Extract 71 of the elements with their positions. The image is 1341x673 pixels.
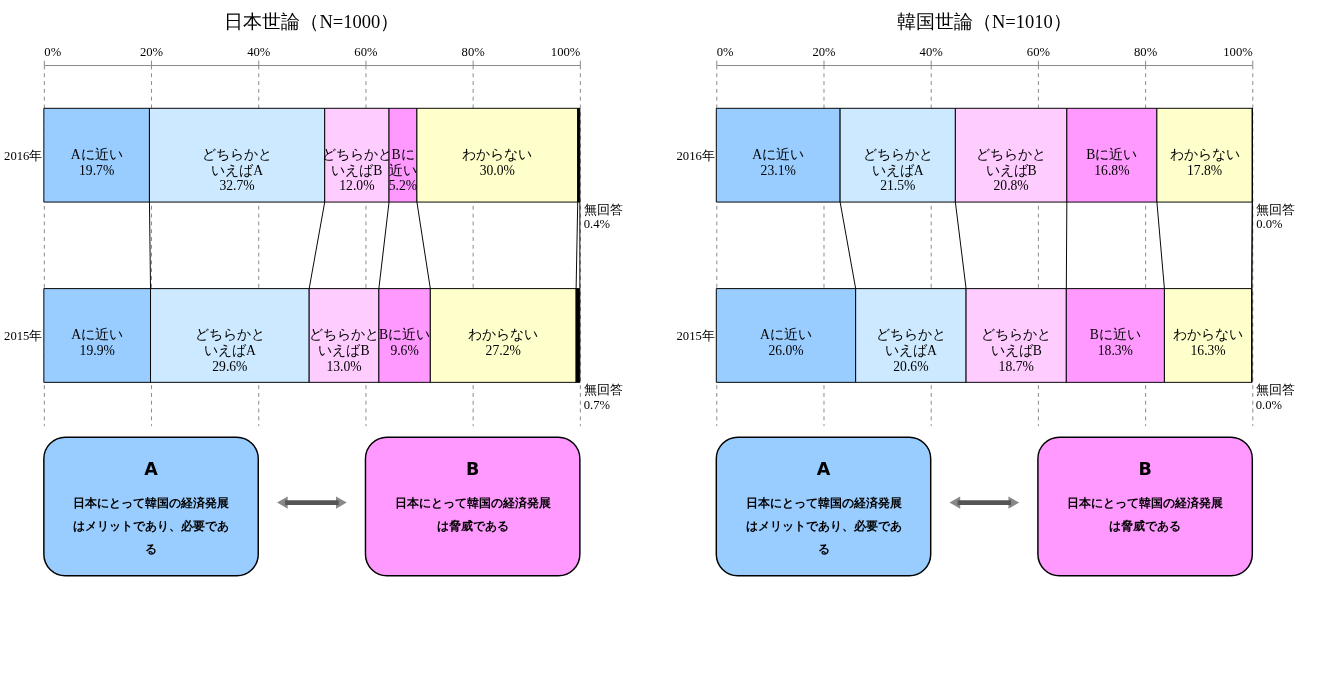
text: わからない bbox=[462, 147, 533, 163]
data-label: 26.0% bbox=[768, 342, 804, 358]
text: 無回答 bbox=[1255, 383, 1295, 398]
data-label: 21.5% bbox=[880, 178, 916, 194]
x-tick-label: 60% bbox=[354, 44, 378, 59]
y-tick-label: 2016年 bbox=[676, 148, 715, 163]
x-tick-label: 60% bbox=[1026, 44, 1051, 59]
data-label: 19.7% bbox=[79, 162, 115, 178]
series-label: Bに近い bbox=[1086, 147, 1138, 163]
y-tick-label: 2015年 bbox=[4, 328, 43, 343]
x-tick-label: 0% bbox=[44, 44, 62, 59]
chart-title: 日本世論（N=1000） bbox=[224, 12, 400, 33]
text: どちらかといえばA bbox=[862, 147, 933, 178]
x-tick-label: 40% bbox=[247, 44, 271, 59]
x-tick-label: 100% bbox=[1223, 44, 1254, 59]
x-tick-label: 100% bbox=[550, 44, 581, 59]
x-tick-label: 80% bbox=[1134, 44, 1158, 59]
data-label: 0.7% bbox=[583, 397, 611, 412]
data-label: 18.7% bbox=[998, 358, 1034, 374]
x-tick-label: 20% bbox=[812, 44, 837, 59]
text: どちらかといえばB bbox=[976, 147, 1047, 178]
series-label: Bに近い bbox=[388, 147, 417, 178]
text: 無回答 bbox=[1256, 202, 1296, 217]
x-tick-label: 80% bbox=[461, 44, 486, 59]
data-label: 32.7% bbox=[219, 178, 255, 194]
data-label: 16.8% bbox=[1094, 162, 1130, 178]
data-label: 0.0% bbox=[1255, 397, 1283, 412]
text: B bbox=[465, 459, 480, 480]
text: B bbox=[1138, 459, 1152, 480]
text: 日本にとって韓国の経済発展はメリットであり、必要である bbox=[745, 495, 902, 557]
series-label: わからない bbox=[468, 327, 539, 343]
x-tick-label: 20% bbox=[139, 44, 164, 59]
data-label: 13.0% bbox=[326, 358, 362, 374]
text: 日本にとって韓国の経済発展はメリットであり、必要である bbox=[73, 495, 230, 557]
series-label: Aに近い bbox=[70, 147, 123, 163]
chart-title: 韓国世論（N=1010） bbox=[896, 12, 1072, 33]
data-label: 16.3% bbox=[1190, 342, 1226, 358]
data-label: 9.6% bbox=[390, 342, 419, 358]
text: A bbox=[816, 459, 831, 480]
data-label: 19.9% bbox=[79, 342, 115, 358]
data-label: 18.3% bbox=[1097, 342, 1133, 358]
text: 日本にとって韓国の経済発展は脅威である bbox=[1067, 495, 1224, 533]
text: Bに近い bbox=[1089, 327, 1141, 343]
text: どちらかといえばA bbox=[194, 327, 265, 358]
series-label: どちらかといえばA bbox=[875, 327, 946, 358]
series-label: 無回答 bbox=[583, 383, 623, 398]
text: 日本にとって韓国の経済発展は脅威である bbox=[394, 495, 551, 533]
data-label: 17.8% bbox=[1187, 162, 1223, 178]
data-label: 20.6% bbox=[893, 358, 929, 374]
y-tick-label: 2016年 bbox=[4, 148, 43, 163]
x-tick-label: 40% bbox=[919, 44, 944, 59]
text: Aに近い bbox=[71, 327, 124, 343]
text: Aに近い bbox=[760, 327, 812, 343]
data-label: 12.0% bbox=[339, 178, 375, 194]
data-label: 30.0% bbox=[479, 162, 515, 178]
data-label: 29.6% bbox=[212, 358, 248, 374]
data-label: 27.2% bbox=[485, 342, 521, 358]
text: Bに近い bbox=[379, 327, 431, 343]
series-label: どちらかといえばB bbox=[981, 327, 1052, 358]
series-label: Aに近い bbox=[752, 147, 805, 163]
data-label: 20.8% bbox=[993, 178, 1029, 194]
series-label: わからない bbox=[1173, 327, 1244, 343]
y-tick-label: 2015年 bbox=[676, 328, 715, 343]
series-label: どちらかといえばA bbox=[202, 147, 273, 178]
text: わからない bbox=[1169, 147, 1240, 163]
data-label: 0.4% bbox=[583, 217, 611, 232]
x-tick-label: 0% bbox=[716, 44, 735, 59]
legend-label: 無回答 bbox=[583, 202, 623, 217]
data-label: 23.1% bbox=[760, 162, 796, 178]
data-label: 0.0% bbox=[1256, 217, 1284, 232]
text: A bbox=[144, 459, 159, 480]
